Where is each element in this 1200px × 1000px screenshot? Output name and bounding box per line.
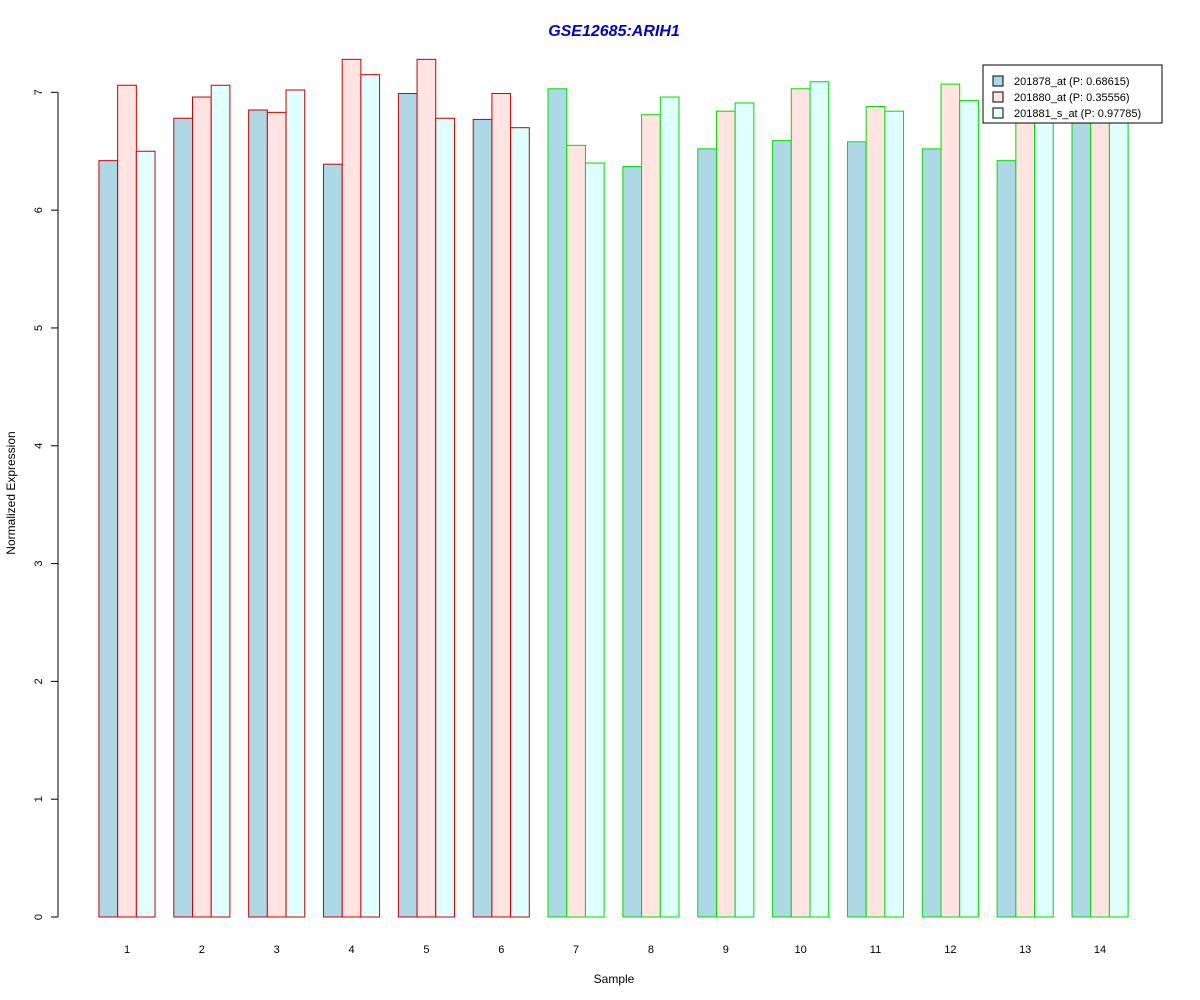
x-tick-label: 5 (423, 944, 429, 956)
bar-sample-4-series-1 (323, 163, 343, 918)
x-tick-label: 9 (723, 944, 729, 956)
bar-sample-8-series-1 (622, 166, 643, 918)
bar-sample-9-series-3 (734, 102, 755, 918)
bar-sample-11-series-2 (865, 105, 886, 918)
bar-sample-7-series-3 (584, 162, 605, 918)
legend-swatch (992, 107, 1004, 119)
bar-sample-7-series-1 (547, 88, 568, 918)
x-tick-label: 1 (124, 944, 130, 956)
bar-sample-6-series-3 (510, 127, 530, 918)
bar-sample-14-series-1 (1071, 121, 1092, 918)
y-tick-label: 7 (33, 89, 45, 95)
legend-box (982, 64, 1163, 124)
bar-sample-4-series-2 (341, 58, 362, 918)
bar-sample-1-series-1 (98, 160, 119, 918)
x-tick-label: 4 (348, 944, 354, 956)
bar-sample-9-series-2 (715, 110, 736, 918)
legend: 201878_at (P: 0.68615) 201880_at (P: 0.35… (982, 64, 1163, 124)
x-tick-label: 13 (1019, 944, 1031, 956)
bar-sample-8-series-3 (659, 96, 680, 918)
bar-sample-10-series-1 (772, 140, 792, 918)
legend-swatch (992, 75, 1004, 87)
bar-sample-14-series-2 (1090, 121, 1110, 918)
legend-label: 201881_s_at (P: 0.97785) (1014, 108, 1141, 120)
bar-sample-7-series-2 (566, 144, 586, 918)
bars-layer (98, 58, 1129, 918)
y-axis-label: Normalized Expression (4, 431, 18, 554)
bar-sample-5-series-2 (416, 58, 437, 918)
bar-sample-3-series-3 (285, 89, 306, 918)
legend-label: 201878_at (P: 0.68615) (1014, 76, 1130, 88)
bar-sample-6-series-1 (472, 118, 493, 918)
y-tick-label: 5 (33, 325, 45, 331)
x-tick-label: 6 (498, 944, 504, 956)
y-tick-label: 0 (33, 914, 45, 920)
bar-sample-6-series-2 (491, 93, 512, 918)
bar-sample-8-series-2 (641, 114, 661, 918)
x-axis-label: Sample (594, 972, 635, 986)
x-tick-label: 8 (648, 944, 654, 956)
legend-label: 201880_at (P: 0.35556) (1014, 92, 1130, 104)
y-tick-label: 6 (33, 207, 45, 213)
bar-sample-2-series-2 (192, 96, 212, 918)
bar-sample-9-series-1 (697, 148, 717, 918)
y-tick-label: 4 (33, 443, 45, 449)
x-axis: 1 2 3 4 5 6 7 8 9 10 11 12 13 14 (124, 944, 1106, 956)
x-tick-label: 12 (944, 944, 956, 956)
bar-sample-11-series-1 (846, 141, 867, 918)
x-tick-label: 14 (1094, 944, 1106, 956)
y-axis: 0 1 2 3 4 5 6 7 (33, 89, 59, 920)
bar-sample-1-series-2 (117, 84, 137, 918)
x-tick-label: 11 (870, 944, 881, 956)
bar-sample-10-series-3 (809, 81, 830, 918)
bar-sample-2-series-3 (210, 84, 231, 918)
bar-sample-10-series-2 (790, 88, 811, 918)
chart-title: GSE12685:ARIH1 (548, 23, 680, 40)
y-tick-label: 3 (33, 561, 45, 567)
bar-sample-13-series-3 (1034, 121, 1054, 918)
bar-sample-2-series-1 (173, 117, 194, 918)
bar-sample-13-series-1 (996, 160, 1017, 918)
bar-sample-3-series-1 (248, 109, 268, 918)
y-tick-label: 1 (33, 796, 45, 802)
legend-swatch (992, 91, 1004, 103)
bar-sample-4-series-3 (360, 74, 381, 918)
y-tick-label: 2 (33, 678, 45, 684)
bar-sample-13-series-2 (1015, 121, 1036, 918)
x-tick-label: 10 (795, 944, 807, 956)
bar-sample-12-series-2 (940, 83, 961, 918)
bar-sample-5-series-3 (435, 117, 455, 918)
x-tick-label: 3 (274, 944, 280, 956)
x-tick-label: 2 (199, 944, 205, 956)
bar-sample-1-series-3 (135, 150, 156, 918)
bar-sample-3-series-2 (266, 111, 287, 918)
bar-sample-12-series-3 (959, 100, 979, 918)
bar-sample-5-series-1 (397, 93, 418, 918)
bar-sample-14-series-3 (1108, 121, 1129, 918)
x-tick-label: 7 (573, 944, 579, 956)
bar-sample-11-series-3 (884, 110, 905, 918)
bar-sample-12-series-1 (921, 148, 942, 918)
